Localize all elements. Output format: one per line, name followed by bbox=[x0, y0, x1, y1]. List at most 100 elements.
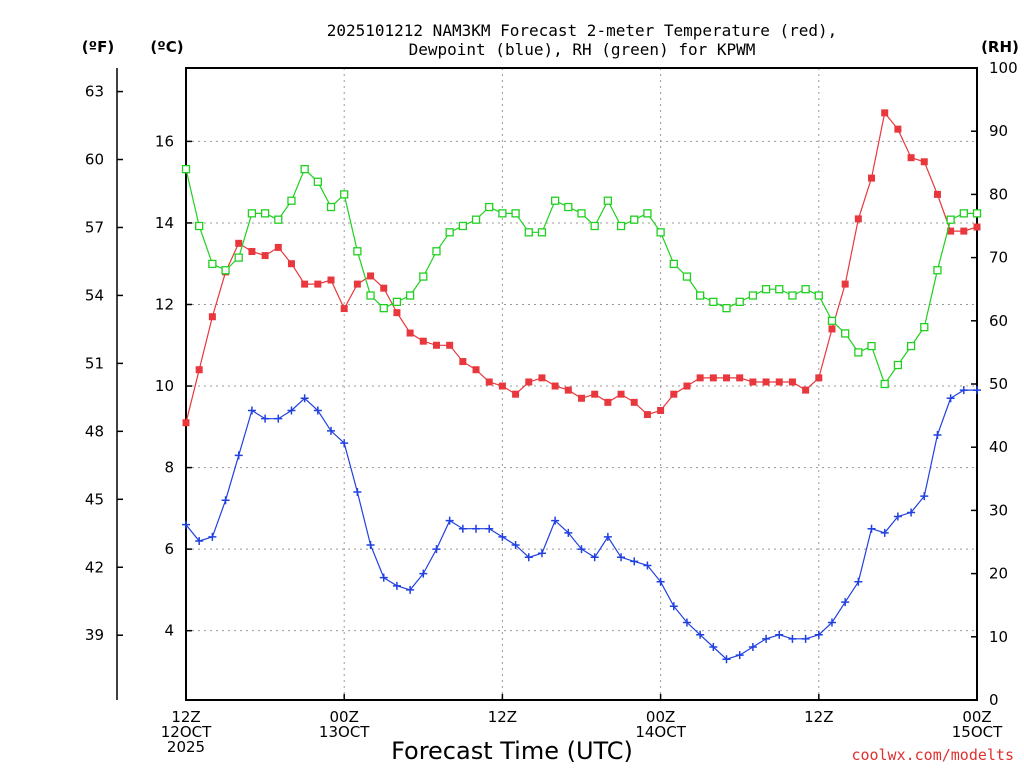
temperature-point bbox=[287, 260, 295, 268]
rh-point bbox=[366, 291, 375, 300]
temperature-point bbox=[459, 358, 467, 366]
rh-point bbox=[485, 202, 494, 212]
rh-point bbox=[696, 291, 705, 300]
dewpoint-point bbox=[841, 598, 850, 607]
rh-point bbox=[880, 379, 889, 389]
rh-point bbox=[814, 291, 823, 300]
fahrenheit-tick-label: 39 bbox=[85, 626, 104, 644]
fahrenheit-tick-label: 60 bbox=[85, 151, 104, 169]
rh-tick-label: 60 bbox=[989, 312, 1008, 330]
dewpoint-point bbox=[182, 520, 190, 529]
rh-point bbox=[775, 285, 784, 294]
dewpoint-point bbox=[893, 512, 902, 521]
temperature-point bbox=[696, 374, 704, 382]
temperature-point bbox=[683, 382, 691, 390]
fahrenheit-tick-label: 48 bbox=[85, 422, 104, 440]
dewpoint-point bbox=[392, 581, 401, 590]
temperature-point bbox=[419, 337, 427, 345]
fahrenheit-tick-label: 54 bbox=[85, 286, 104, 304]
dewpoint-point bbox=[748, 642, 757, 651]
rh-point bbox=[221, 266, 230, 275]
temperature-point bbox=[604, 398, 612, 406]
temperature-point bbox=[446, 341, 454, 349]
rh-point bbox=[867, 341, 876, 351]
rh-unit-label: (RH) bbox=[981, 38, 1019, 56]
temperature-line bbox=[185, 111, 978, 423]
chart-title-line-1: 2025101212 NAM3KM Forecast 2-meter Tempe… bbox=[327, 21, 838, 40]
rh-point bbox=[432, 247, 441, 256]
dewpoint-point bbox=[946, 394, 955, 403]
dewpoint-point bbox=[709, 642, 718, 651]
temperature-point bbox=[788, 378, 796, 386]
celsius-tick-label: 14 bbox=[155, 214, 174, 232]
rh-point bbox=[577, 209, 586, 218]
dewpoint-point bbox=[669, 602, 678, 611]
dewpoint-point bbox=[287, 406, 296, 415]
temperature-point bbox=[432, 341, 440, 349]
dewpoint-point bbox=[643, 561, 652, 570]
dewpoint-point bbox=[775, 630, 784, 639]
rh-point bbox=[801, 285, 810, 294]
dewpoint-point bbox=[208, 532, 217, 541]
fahrenheit-tick-label: 57 bbox=[85, 218, 104, 236]
dewpoint-point bbox=[445, 516, 454, 525]
temperature-point bbox=[512, 390, 520, 398]
temperature-point bbox=[933, 190, 941, 198]
rh-point bbox=[524, 228, 533, 237]
rh-point bbox=[933, 266, 942, 275]
dewpoint-point bbox=[854, 577, 863, 586]
celsius-tick-label: 6 bbox=[164, 540, 174, 558]
rh-point bbox=[893, 360, 903, 370]
rh-point bbox=[630, 215, 639, 224]
rh-tick-label: 70 bbox=[989, 249, 1008, 267]
rh-point bbox=[906, 341, 916, 351]
fahrenheit-tick-label: 42 bbox=[85, 558, 104, 576]
temperature-point bbox=[195, 366, 203, 374]
temperature-point bbox=[643, 411, 651, 419]
chart-title-line-2: Dewpoint (blue), RH (green) for KPWM bbox=[409, 40, 756, 59]
dewpoint-point bbox=[195, 536, 204, 545]
dewpoint-point bbox=[907, 508, 916, 517]
temperature-series bbox=[182, 109, 981, 427]
celsius-tick-label: 12 bbox=[155, 295, 174, 313]
rh-point bbox=[326, 202, 336, 212]
dewpoint-point bbox=[432, 545, 441, 554]
fahrenheit-tick-label: 63 bbox=[85, 83, 104, 101]
dewpoint-point bbox=[973, 386, 981, 395]
rh-point bbox=[537, 228, 547, 237]
x-tick-label: 00Z bbox=[330, 708, 359, 726]
dewpoint-point bbox=[379, 573, 388, 582]
dewpoint-point bbox=[458, 524, 467, 533]
plot-frame bbox=[185, 67, 978, 701]
dewpoint-point bbox=[498, 532, 507, 541]
temperature-point bbox=[920, 158, 928, 166]
dewpoint-point bbox=[590, 553, 599, 562]
dewpoint-point bbox=[419, 569, 428, 578]
dewpoint-point bbox=[630, 557, 639, 566]
temperature-point bbox=[802, 386, 810, 394]
rh-tick-label: 0 bbox=[989, 691, 999, 709]
x-tick-label: 12Z bbox=[804, 708, 833, 726]
dewpoint-point bbox=[221, 496, 230, 505]
rh-point bbox=[564, 202, 573, 212]
temperature-point bbox=[894, 125, 902, 133]
rh-point bbox=[616, 221, 626, 231]
temperature-point bbox=[907, 154, 915, 162]
temperature-point bbox=[723, 374, 731, 382]
temperature-point bbox=[485, 378, 493, 386]
rh-point bbox=[181, 164, 191, 174]
dewpoint-point bbox=[880, 528, 889, 537]
rh-point bbox=[841, 329, 850, 338]
temperature-point bbox=[314, 280, 322, 288]
rh-point bbox=[274, 215, 283, 224]
dewpoint-point bbox=[524, 553, 533, 562]
rh-point bbox=[405, 291, 415, 300]
rh-point bbox=[392, 297, 402, 306]
dewpoint-point bbox=[511, 541, 520, 550]
rh-point bbox=[340, 190, 349, 199]
rh-tick-label: 10 bbox=[989, 628, 1008, 646]
temperature-point bbox=[340, 305, 348, 313]
x-axis-label: Forecast Time (UTC) bbox=[391, 737, 633, 765]
rh-series bbox=[181, 164, 982, 389]
temperature-point bbox=[815, 374, 823, 382]
